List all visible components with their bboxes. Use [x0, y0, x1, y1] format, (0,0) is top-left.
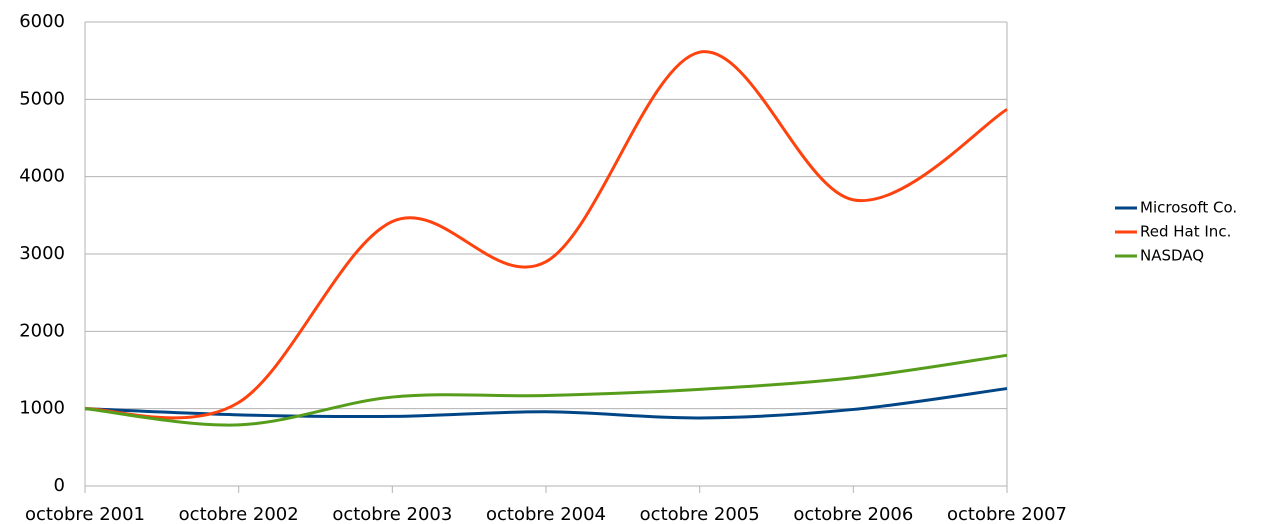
y-tick-label: 2000	[19, 320, 65, 341]
y-tick-label: 6000	[19, 11, 65, 32]
x-tick-label: octobre 2004	[486, 504, 606, 524]
series-line	[84, 353, 1008, 427]
y-tick-label: 3000	[19, 243, 65, 264]
x-tick-label: octobre 2002	[179, 504, 299, 524]
x-tick-label: octobre 2005	[640, 504, 760, 524]
x-tick-label: octobre 2003	[332, 504, 452, 524]
x-tick-label: octobre 2006	[793, 504, 913, 524]
y-tick-label: 4000	[19, 166, 65, 187]
series-line	[84, 387, 1008, 420]
legend-label: Microsoft Co.	[1140, 199, 1237, 217]
y-tick-label: 1000	[19, 398, 65, 419]
x-tick-label: octobre 2001	[25, 504, 145, 524]
y-tick-label: 5000	[19, 88, 65, 109]
x-tick-label: octobre 2007	[947, 504, 1067, 524]
y-tick-label: 0	[54, 475, 65, 496]
legend-label: NASDAQ	[1140, 247, 1204, 265]
series-line	[84, 50, 1008, 420]
legend-label: Red Hat Inc.	[1140, 223, 1231, 241]
